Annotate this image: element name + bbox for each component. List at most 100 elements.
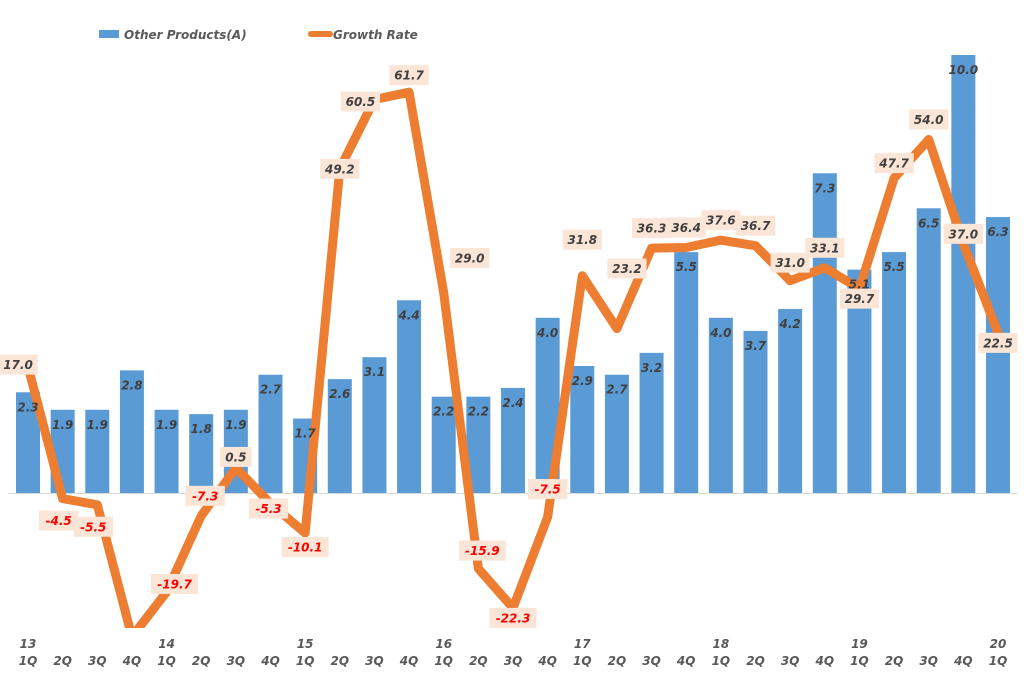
growth-label-text: -10.1 — [288, 541, 323, 555]
growth-label: 22.5 — [978, 332, 1018, 353]
bar-data-label: 2.9 — [572, 374, 593, 388]
growth-label-text: 47.7 — [878, 157, 909, 171]
x-tick-label: 4Q — [953, 654, 973, 668]
growth-label-text: 0.5 — [225, 450, 246, 464]
growth-label: 61.7 — [389, 65, 429, 86]
growth-label-text: 29.7 — [845, 292, 875, 306]
growth-point — [581, 275, 583, 277]
x-tick-label: 2Q — [746, 654, 765, 668]
legend-line-label: Growth Rate — [333, 28, 418, 42]
growth-label: 49.2 — [320, 158, 360, 179]
growth-label: 60.5 — [340, 91, 381, 112]
bar-data-label: 1.7 — [295, 427, 317, 441]
growth-point — [131, 636, 132, 637]
growth-label-text: 31.8 — [567, 233, 597, 247]
growth-label-box — [220, 446, 252, 467]
bar-data-label: 6.5 — [918, 216, 939, 230]
growth-point — [824, 267, 826, 269]
bar-data-label: 4.0 — [536, 326, 558, 340]
x-tick-label: 4Q — [537, 654, 557, 668]
growth-label-text: -5.3 — [255, 502, 281, 516]
growth-point — [720, 239, 722, 241]
x-tick-label: 3Q — [88, 654, 107, 668]
bar-data-label: 1.8 — [191, 422, 212, 436]
growth-point — [443, 292, 445, 294]
bar — [258, 374, 283, 493]
growth-label: 36.3 — [631, 218, 672, 239]
growth-label: -5.5 — [73, 516, 113, 537]
growth-point — [235, 467, 237, 469]
x-tick-label: 1Q — [573, 654, 592, 668]
x-tick-label: 3Q — [919, 654, 938, 668]
bar-data-label: 5.5 — [883, 260, 904, 274]
growth-label-box — [607, 258, 647, 279]
bar-data-label: 2.7 — [606, 383, 628, 397]
growth-label-box — [770, 252, 810, 273]
growth-point — [408, 91, 410, 93]
growth-label-text: -19.7 — [157, 577, 192, 591]
bar — [189, 414, 214, 493]
growth-label: 36.7 — [735, 215, 776, 236]
bar-data-label: 2.4 — [502, 396, 523, 410]
growth-label-box — [631, 218, 672, 239]
growth-label: 37.6 — [701, 210, 741, 231]
growth-label-box — [73, 516, 113, 537]
growth-point — [928, 138, 930, 140]
growth-label-text: -7.5 — [535, 483, 561, 497]
growth-point — [755, 245, 756, 247]
growth-point — [62, 498, 64, 500]
bar-data-labels: 2.3 1.9 1.9 2.8 1.9 1.8 1.9 2.7 1.7 2.6 3.1 4.4 2.2 2… — [17, 63, 1008, 441]
bar — [570, 365, 595, 493]
growth-label-text: 36.4 — [671, 221, 701, 235]
growth-label-box — [489, 607, 537, 628]
growth-point — [547, 516, 549, 518]
bar — [154, 409, 179, 493]
growth-label: -10.1 — [281, 537, 329, 558]
x-tick-label: 4Q — [676, 654, 696, 668]
growth-label: 33.1 — [805, 237, 845, 258]
bar-data-label: 2.2 — [468, 405, 489, 419]
growth-point — [304, 532, 306, 534]
x-tick-label: 2Q — [608, 654, 627, 668]
x-tick-label: 4Q — [122, 654, 142, 668]
growth-label-text: -5.5 — [80, 520, 106, 534]
x-tick-label: 2Q — [885, 654, 904, 668]
growth-label-box — [735, 215, 776, 236]
bar-data-label: 2.2 — [433, 405, 454, 419]
bar-data-label: 2.3 — [17, 400, 38, 414]
growth-label-text: 37.0 — [949, 227, 979, 241]
growth-point — [651, 247, 653, 249]
x-tick-label: 4Q — [815, 654, 835, 668]
x-tick-label: 2Q — [469, 654, 488, 668]
bar-data-label: 5.1 — [849, 278, 870, 292]
growth-label-text: 54.0 — [914, 113, 944, 127]
growth-label: 29.7 — [839, 288, 880, 309]
x-tick-label: 2Q — [53, 654, 72, 668]
growth-label-box — [909, 109, 949, 130]
growth-label-box — [151, 573, 199, 594]
growth-label-box — [185, 485, 225, 506]
x-year-label: 19 — [851, 637, 868, 651]
growth-label-text: 23.2 — [612, 262, 642, 276]
x-year-label: 18 — [713, 637, 730, 651]
growth-label-box — [340, 91, 381, 112]
growth-label-text: 36.7 — [741, 219, 771, 233]
growth-label: -7.3 — [185, 485, 225, 506]
bar — [85, 409, 110, 493]
x-tick-label: 3Q — [504, 654, 523, 668]
x-tick-label: 1Q — [19, 654, 38, 668]
x-tick-label: 3Q — [227, 654, 246, 668]
x-tick-label: 1Q — [434, 654, 453, 668]
x-year-label: 16 — [435, 637, 452, 651]
growth-point — [477, 568, 479, 570]
growth-label: 17.0 — [0, 354, 38, 375]
legend-bar-label: Other Products(A) — [124, 28, 247, 42]
x-tick-label: 3Q — [781, 654, 800, 668]
growth-label: -5.3 — [248, 498, 289, 519]
growth-label-text: -22.3 — [496, 611, 531, 625]
growth-label-text: -4.5 — [46, 514, 72, 528]
growth-label-text: 37.6 — [706, 214, 736, 228]
growth-label: 47.7 — [874, 153, 914, 174]
bar — [986, 217, 1010, 493]
bar — [743, 330, 768, 493]
